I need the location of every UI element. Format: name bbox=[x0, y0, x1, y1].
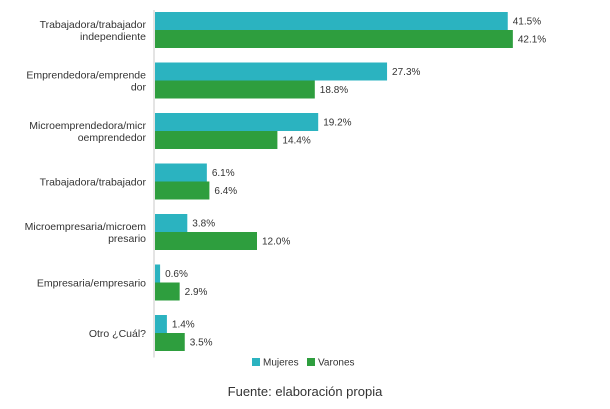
bar-mujeres-4 bbox=[155, 214, 188, 232]
bar-varones-5 bbox=[155, 282, 180, 301]
category-label: Microemprendedora/micr oemprendedor bbox=[29, 120, 146, 144]
category-label: Microempresaria/microem presario bbox=[25, 221, 147, 245]
bar-mujeres-2 bbox=[155, 113, 319, 131]
category-label: Empresaria/empresario bbox=[37, 278, 146, 290]
bar-mujeres-6 bbox=[155, 315, 167, 333]
data-label: 3.5% bbox=[190, 338, 213, 349]
data-label: 14.4% bbox=[282, 136, 310, 147]
source-note: Fuente: elaboración propia bbox=[227, 384, 383, 399]
data-label: 6.4% bbox=[214, 186, 237, 197]
category-label: Otro ¿Cuál? bbox=[89, 328, 146, 340]
category-label: Trabajadora/trabajador independiente bbox=[40, 19, 147, 43]
legend-swatch-varones bbox=[307, 358, 315, 366]
legend-swatch-mujeres bbox=[252, 358, 260, 366]
data-label: 19.2% bbox=[323, 118, 351, 129]
data-label: 2.9% bbox=[185, 287, 208, 298]
bar-varones-1 bbox=[155, 80, 315, 99]
data-label: 6.1% bbox=[212, 168, 235, 179]
data-label: 1.4% bbox=[172, 320, 195, 331]
category-label: Emprendedora/emprende dor bbox=[26, 70, 146, 94]
bar-mujeres-1 bbox=[155, 62, 388, 81]
data-label: 42.1% bbox=[518, 35, 546, 46]
bar-varones-2 bbox=[155, 131, 278, 149]
bar-mujeres-3 bbox=[155, 163, 207, 182]
data-label: 0.6% bbox=[165, 269, 188, 280]
bar-varones-0 bbox=[155, 30, 513, 48]
data-label: 12.0% bbox=[262, 237, 290, 248]
bar-varones-4 bbox=[155, 232, 257, 250]
legend-label: Varones bbox=[318, 358, 355, 369]
bar-varones-6 bbox=[155, 333, 185, 351]
data-label: 27.3% bbox=[392, 67, 420, 78]
category-label: Trabajadora/trabajador bbox=[40, 177, 147, 189]
data-label: 18.8% bbox=[320, 85, 348, 96]
bar-mujeres-5 bbox=[155, 264, 161, 283]
data-label: 41.5% bbox=[513, 17, 541, 28]
data-label: 3.8% bbox=[192, 219, 215, 230]
bar-mujeres-0 bbox=[155, 12, 508, 30]
legend-label: Mujeres bbox=[263, 358, 299, 369]
bar-varones-3 bbox=[155, 181, 210, 200]
